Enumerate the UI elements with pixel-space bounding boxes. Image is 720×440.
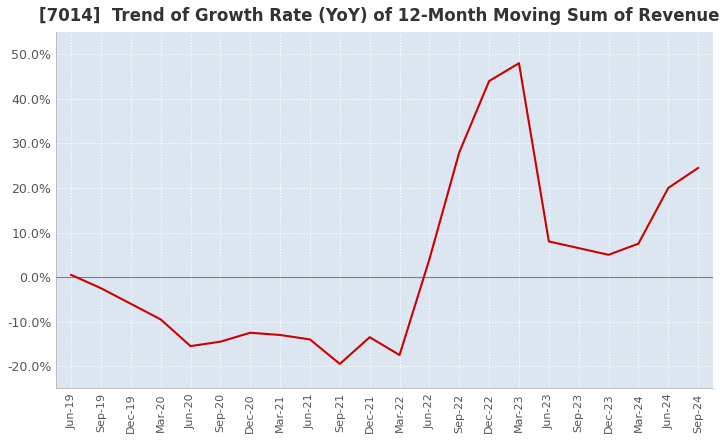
Title: [7014]  Trend of Growth Rate (YoY) of 12-Month Moving Sum of Revenues: [7014] Trend of Growth Rate (YoY) of 12-… <box>40 7 720 25</box>
